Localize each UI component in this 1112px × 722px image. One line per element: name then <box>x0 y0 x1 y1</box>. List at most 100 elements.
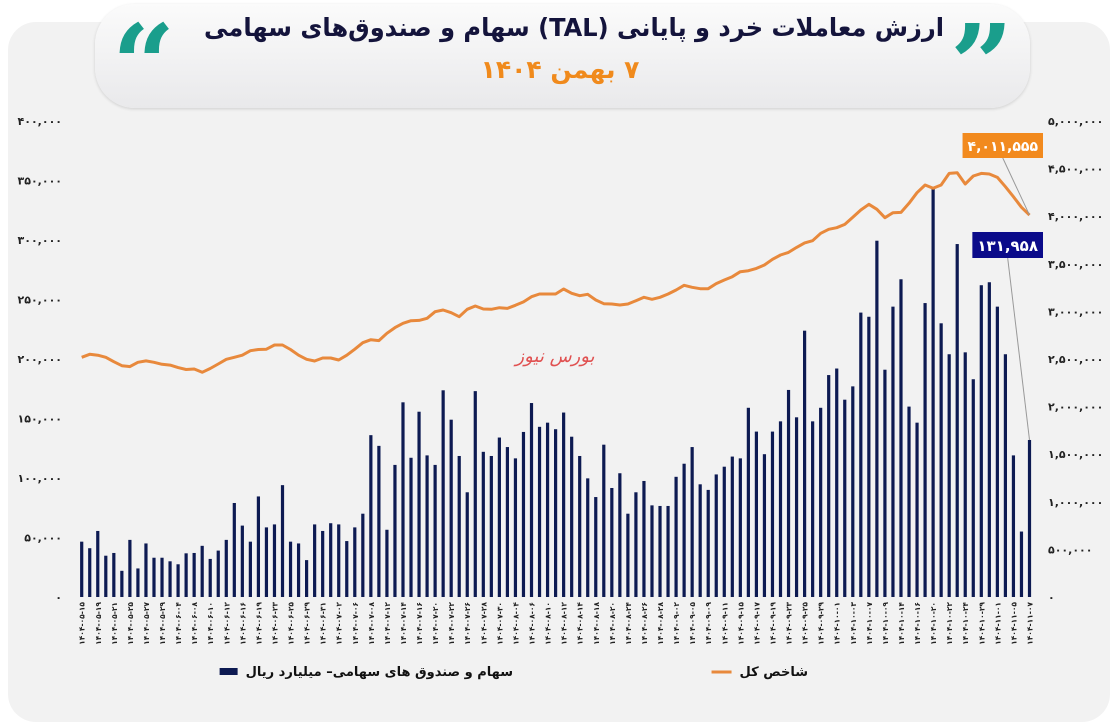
x-tick-label: ۱۴۰۴-۰۸-۲۸ <box>656 602 665 645</box>
x-tick-label: ۱۴۰۴-۰۹-۱۱ <box>720 602 729 645</box>
bar <box>931 187 935 597</box>
x-tick-label: ۱۴۰۴-۱۰-۲۰ <box>929 602 938 645</box>
bar <box>256 496 261 597</box>
bar <box>296 543 301 597</box>
x-tick-label: ۱۴۰۴-۰۷-۳۰ <box>495 602 504 645</box>
left-axis: ۰ ۵۰,۰۰۰ ۱۰۰,۰۰۰ ۱۵۰,۰۰۰ ۲۰۰,۰۰۰ ۲۵۰,۰۰۰ ۳۰۰,۰… <box>18 115 62 604</box>
bar <box>216 550 220 597</box>
bar <box>280 485 285 597</box>
x-tick-label: ۱۴۰۴-۰۶-۰۴ <box>174 602 183 645</box>
bar <box>674 476 678 597</box>
right-tick-label: ۵۰۰,۰۰۰ <box>1048 543 1092 556</box>
x-tick-label: ۱۴۰۴-۰۶-۰۸ <box>190 602 199 645</box>
bar <box>586 478 590 597</box>
open-quote-icon: “ <box>112 0 176 129</box>
bar <box>321 530 325 597</box>
bar <box>754 431 759 597</box>
bar <box>96 530 100 597</box>
bar <box>497 437 501 597</box>
bar <box>947 354 951 597</box>
x-tick-label: ۱۴۰۴-۰۵-۲۵ <box>126 602 135 645</box>
bar <box>529 403 534 597</box>
bar <box>264 527 269 597</box>
bar <box>88 548 92 597</box>
legend-bar-label: سهام و صندوق های سهامی– میلیارد ریال <box>246 665 513 680</box>
bar <box>104 555 108 597</box>
x-tick-label: ۱۴۰۴-۰۶-۱۲ <box>222 602 231 645</box>
bar <box>778 421 783 597</box>
bar <box>955 244 959 597</box>
bar <box>650 505 654 597</box>
x-tick-label: ۱۴۰۴-۰۶-۲۳ <box>270 602 279 645</box>
left-tick-label: ۳۰۰,۰۰۰ <box>18 234 62 247</box>
bar <box>377 445 381 597</box>
x-tick-label: ۱۴۰۴-۰۹-۲۳ <box>785 602 794 645</box>
bar <box>361 513 365 597</box>
bar <box>313 524 317 597</box>
legend-bar-swatch <box>219 668 238 675</box>
bar <box>192 552 196 597</box>
bar <box>738 458 742 597</box>
bar <box>626 513 630 597</box>
x-tick-label: ۱۴۰۴-۰۸-۱۰ <box>544 602 553 645</box>
bar <box>610 487 614 597</box>
bar <box>811 421 815 597</box>
bar <box>409 457 413 597</box>
right-axis: ۰ ۵۰۰,۰۰۰ ۱,۰۰۰,۰۰۰ ۱,۵۰۰,۰۰۰ ۲,۰۰۰,۰۰۰ ۲,۵۰۰… <box>1048 115 1103 604</box>
x-tick-label: ۱۴۰۴-۰۶-۱۹ <box>254 602 263 645</box>
x-tick-label: ۱۴۰۴-۰۷-۲۲ <box>447 602 456 645</box>
bar <box>457 455 461 597</box>
watermark: بورس نیوز <box>513 346 594 367</box>
bar <box>545 422 550 597</box>
x-tick-label: ۱۴۰۴-۰۸-۲۰ <box>608 602 617 645</box>
bar <box>465 492 469 597</box>
right-tick-label: ۴,۵۰۰,۰۰۰ <box>1048 163 1103 176</box>
bar <box>513 458 518 597</box>
bar <box>762 454 767 597</box>
bar <box>441 390 445 597</box>
bar <box>232 502 236 597</box>
index-line <box>81 171 1031 374</box>
x-tick-label: ۱۴۰۴-۰۶-۲۵ <box>287 602 296 645</box>
x-tick-label: ۱۴۰۴-۱۱-۰۵ <box>1009 602 1018 645</box>
line-series <box>81 171 1031 374</box>
bar <box>272 524 277 597</box>
x-tick-label: ۱۴۰۴-۱۰-۰۹ <box>881 602 890 645</box>
bar <box>120 570 124 597</box>
bar <box>240 525 244 597</box>
bar <box>770 431 775 597</box>
right-tick-label: ۲,۰۰۰,۰۰۰ <box>1048 401 1103 414</box>
bar <box>819 407 823 597</box>
bar <box>730 456 734 597</box>
bar <box>618 473 622 597</box>
x-tick-label: ۱۴۰۴-۰۵-۲۷ <box>142 602 151 645</box>
left-tick-label: ۴۰۰,۰۰۰ <box>18 115 62 128</box>
x-tick-label: ۱۴۰۴-۰۹-۰۲ <box>672 602 681 645</box>
bar <box>208 558 212 597</box>
x-tick-label: ۱۴۰۴-۰۹-۱۹ <box>768 602 777 645</box>
bar <box>489 455 493 597</box>
bar <box>329 523 333 597</box>
left-tick-label: ۲۵۰,۰۰۰ <box>18 294 62 307</box>
x-tick-label: ۱۴۰۴-۰۸-۰۴ <box>511 602 520 645</box>
bar <box>449 419 453 597</box>
bar <box>554 429 558 597</box>
x-tick-label: ۱۴۰۴-۰۷-۲۶ <box>463 602 472 645</box>
x-tick-label: ۱۴۰۴-۰۶-۱۶ <box>238 602 247 645</box>
bar-series <box>80 187 1032 598</box>
bar <box>666 505 670 597</box>
title-banner <box>95 4 1030 108</box>
bar <box>417 411 421 597</box>
bar <box>433 464 437 597</box>
bar <box>835 368 839 597</box>
x-tick-label: ۱۴۰۴-۱۰-۲۹ <box>977 602 986 645</box>
chart-title: ارزش معاملات خرد و پایانی (TAL) سهام و ص… <box>204 13 945 42</box>
x-tick-label: ۱۴۰۴-۰۷-۰۲ <box>335 602 344 645</box>
x-tick-label: ۱۴۰۴-۰۸-۰۶ <box>528 602 537 645</box>
bar <box>224 539 228 597</box>
bar <box>505 447 510 597</box>
bar-last-label-bg <box>972 232 1043 258</box>
right-tick-label: ۱,۰۰۰,۰۰۰ <box>1048 496 1103 509</box>
right-tick-label: ۱,۵۰۰,۰۰۰ <box>1048 448 1103 461</box>
